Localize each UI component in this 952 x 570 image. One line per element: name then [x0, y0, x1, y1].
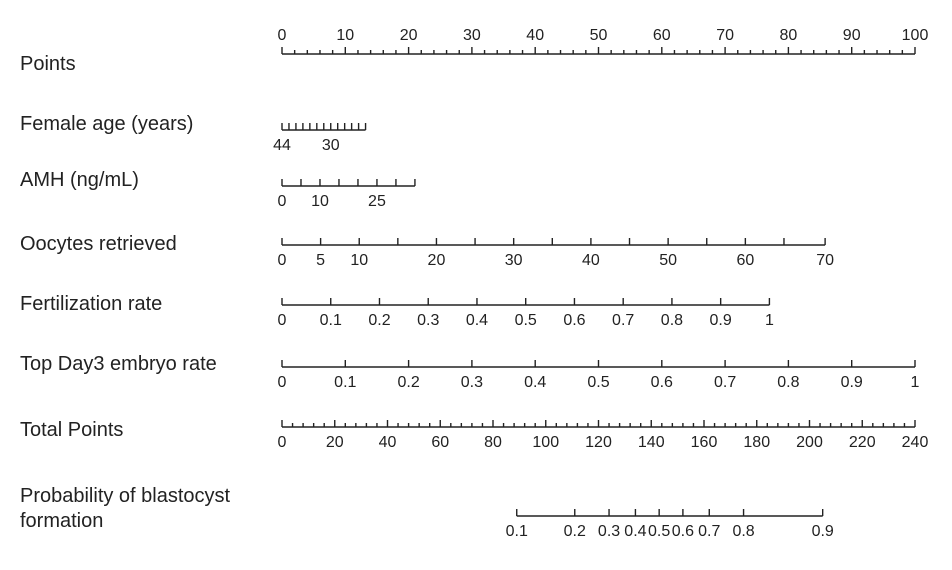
points-tick-label: 10 — [336, 27, 354, 44]
top-day3-embryo-rate-tick-label: 0.2 — [397, 374, 419, 391]
total-points-tick-label: 100 — [532, 434, 559, 451]
probability-of-blastocyst-formation-tick-label: 0.8 — [732, 523, 754, 540]
fertilization-rate-tick-label: 0.1 — [320, 312, 342, 329]
points-tick-label: 20 — [400, 27, 418, 44]
total-points-label: Total Points — [20, 419, 123, 441]
amh-ng-ml-tick-label: 25 — [368, 193, 386, 210]
top-day3-embryo-rate-label: Top Day3 embryo rate — [20, 353, 217, 375]
points-tick-label: 40 — [526, 27, 544, 44]
points-tick-label: 90 — [843, 27, 861, 44]
total-points-tick-label: 80 — [484, 434, 502, 451]
total-points-tick-label: 120 — [585, 434, 612, 451]
probability-of-blastocyst-formation-tick-label: 0.7 — [698, 523, 720, 540]
fertilization-rate-tick-label: 0.8 — [661, 312, 683, 329]
top-day3-embryo-rate-tick-label: 1 — [911, 374, 920, 391]
total-points-tick-label: 140 — [638, 434, 665, 451]
points-tick-label: 30 — [463, 27, 481, 44]
probability-of-blastocyst-formation-label-line: formation — [20, 510, 103, 532]
total-points-tick-label: 40 — [379, 434, 397, 451]
points-tick-label: 70 — [716, 27, 734, 44]
oocytes-retrieved-tick-label: 5 — [316, 252, 325, 269]
fertilization-rate-tick-label: 0 — [278, 312, 287, 329]
fertilization-rate-tick-label: 1 — [765, 312, 774, 329]
top-day3-embryo-rate-tick-label: 0.8 — [777, 374, 799, 391]
fertilization-rate-tick-label: 0.4 — [466, 312, 488, 329]
fertilization-rate-tick-label: 0.9 — [710, 312, 732, 329]
oocytes-retrieved-tick-label: 20 — [428, 252, 446, 269]
fertilization-rate-tick-label: 0.6 — [563, 312, 585, 329]
total-points-tick-label: 200 — [796, 434, 823, 451]
oocytes-retrieved-tick-label: 50 — [659, 252, 677, 269]
oocytes-retrieved-tick-label: 60 — [736, 252, 754, 269]
total-points-tick-label: 180 — [743, 434, 770, 451]
points-tick-label: 50 — [590, 27, 608, 44]
probability-of-blastocyst-formation-tick-label: 0.3 — [598, 523, 620, 540]
female-age-years-tick-label: 44 — [273, 137, 291, 154]
points-tick-label: 100 — [902, 27, 929, 44]
points-label: Points — [20, 53, 76, 75]
oocytes-retrieved-tick-label: 10 — [350, 252, 368, 269]
points-tick-label: 80 — [780, 27, 798, 44]
top-day3-embryo-rate-tick-label: 0.5 — [587, 374, 609, 391]
amh-ng-ml-tick-label: 0 — [278, 193, 287, 210]
total-points-tick-label: 220 — [849, 434, 876, 451]
oocytes-retrieved-label: Oocytes retrieved — [20, 233, 177, 255]
amh-ng-ml-tick-label: 10 — [311, 193, 329, 210]
total-points-tick-label: 60 — [431, 434, 449, 451]
top-day3-embryo-rate-tick-label: 0.7 — [714, 374, 736, 391]
probability-of-blastocyst-formation-tick-label: 0.1 — [506, 523, 528, 540]
oocytes-retrieved-tick-label: 40 — [582, 252, 600, 269]
total-points-tick-label: 160 — [691, 434, 718, 451]
probability-of-blastocyst-formation-tick-label: 0.4 — [624, 523, 646, 540]
total-points-tick-label: 20 — [326, 434, 344, 451]
probability-of-blastocyst-formation-tick-label: 0.6 — [672, 523, 694, 540]
top-day3-embryo-rate-tick-label: 0.4 — [524, 374, 546, 391]
probability-of-blastocyst-formation-label-line: Probability of blastocyst — [20, 485, 231, 507]
probability-of-blastocyst-formation-tick-label: 0.2 — [564, 523, 586, 540]
top-day3-embryo-rate-tick-label: 0 — [278, 374, 287, 391]
fertilization-rate-tick-label: 0.7 — [612, 312, 634, 329]
fertilization-rate-label: Fertilization rate — [20, 293, 162, 315]
top-day3-embryo-rate-tick-label: 0.6 — [651, 374, 673, 391]
female-age-years-label: Female age (years) — [20, 113, 193, 135]
top-day3-embryo-rate-tick-label: 0.1 — [334, 374, 356, 391]
points-tick-label: 0 — [278, 27, 287, 44]
oocytes-retrieved-tick-label: 0 — [278, 252, 287, 269]
top-day3-embryo-rate-tick-label: 0.9 — [841, 374, 863, 391]
total-points-tick-label: 240 — [902, 434, 929, 451]
probability-of-blastocyst-formation-tick-label: 0.5 — [648, 523, 670, 540]
oocytes-retrieved-tick-label: 70 — [816, 252, 834, 269]
female-age-years-tick-label: 30 — [322, 137, 340, 154]
fertilization-rate-tick-label: 0.2 — [368, 312, 390, 329]
oocytes-retrieved-tick-label: 30 — [505, 252, 523, 269]
fertilization-rate-tick-label: 0.3 — [417, 312, 439, 329]
total-points-tick-label: 0 — [278, 434, 287, 451]
probability-of-blastocyst-formation-tick-label: 0.9 — [812, 523, 834, 540]
top-day3-embryo-rate-tick-label: 0.3 — [461, 374, 483, 391]
amh-ng-ml-label: AMH (ng/mL) — [20, 169, 139, 191]
fertilization-rate-tick-label: 0.5 — [515, 312, 537, 329]
points-tick-label: 60 — [653, 27, 671, 44]
